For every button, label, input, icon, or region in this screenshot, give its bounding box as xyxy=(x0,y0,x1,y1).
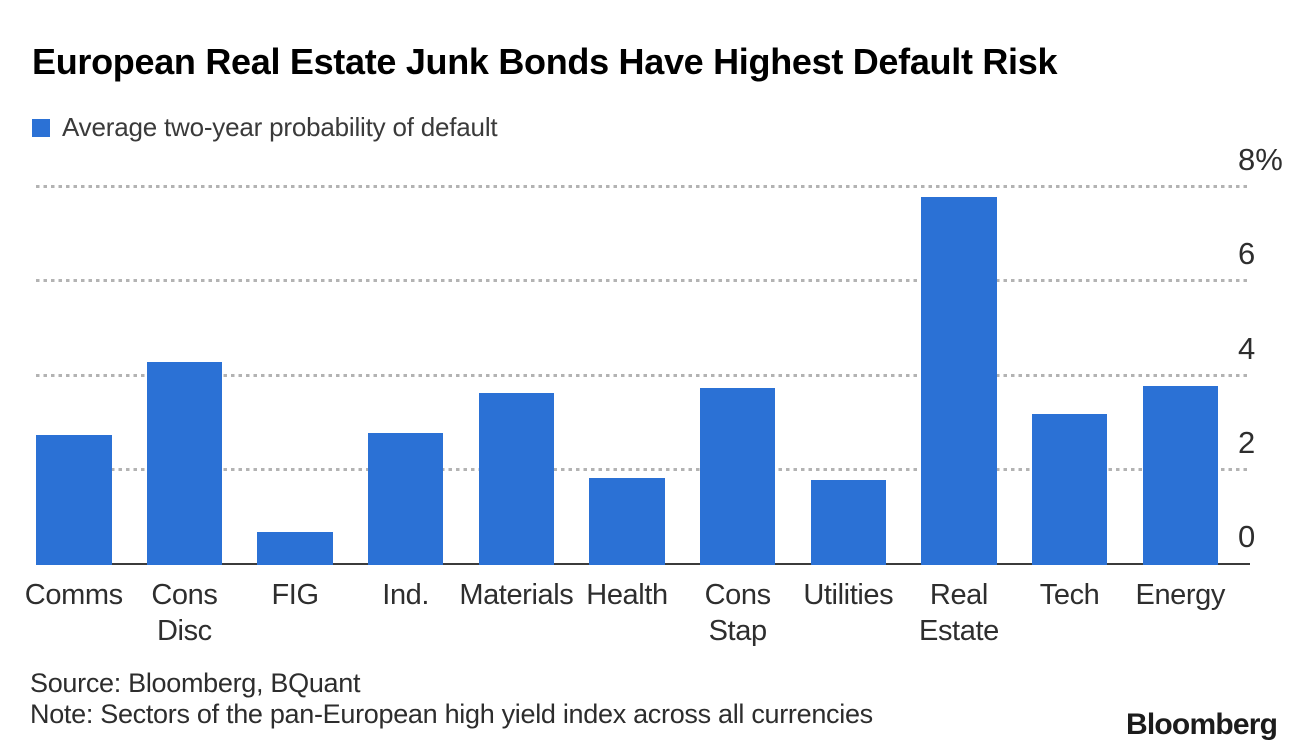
bar-fig xyxy=(257,532,333,565)
gridline-2 xyxy=(36,467,1250,471)
y-axis-tick-label-4: 4 xyxy=(1238,330,1256,366)
gridline-8 xyxy=(36,185,1250,188)
x-axis-label-ind: Ind. xyxy=(382,579,430,611)
x-axis-label-cons-stap: Cons Stap xyxy=(704,579,772,647)
bar-ind xyxy=(367,433,444,565)
x-axis-label-utilities: Utilities xyxy=(803,579,894,611)
y-axis-tick-label-8: 8% xyxy=(1238,142,1283,177)
bar-cons-disc xyxy=(146,362,223,565)
y-axis-tick-label-2: 2 xyxy=(1238,424,1256,460)
bar-real-estate xyxy=(921,197,997,565)
gridline-4 xyxy=(36,373,1250,377)
bar-comms xyxy=(36,435,112,565)
footnote: Note: Sectors of the pan-European high y… xyxy=(30,699,873,729)
bar-utilities xyxy=(810,480,887,565)
x-axis-label-materials: Materials xyxy=(459,579,574,611)
source-note: Source: Bloomberg, BQuant xyxy=(30,668,361,698)
bloomberg-logo: Bloomberg xyxy=(1126,708,1278,741)
x-axis-label-fig: FIG xyxy=(271,579,319,611)
legend-label: Average two-year probability of default xyxy=(62,112,498,142)
y-axis-tick-label-6: 6 xyxy=(1238,236,1256,272)
bar-energy xyxy=(1142,385,1218,565)
bar-health xyxy=(589,477,665,565)
bar-materials xyxy=(478,393,555,565)
x-axis-label-real-estate: Real Estate xyxy=(919,579,999,647)
x-axis-label-cons-disc: Cons Disc xyxy=(151,579,218,647)
legend-swatch-icon xyxy=(32,118,50,137)
bar-tech xyxy=(1031,414,1108,565)
legend: Average two-year probability of default xyxy=(32,112,498,143)
chart-title: European Real Estate Junk Bonds Have Hig… xyxy=(32,41,1058,82)
x-axis-label-tech: Tech xyxy=(1039,579,1100,611)
gridline-6 xyxy=(36,279,1250,283)
bar-cons-stap xyxy=(699,388,776,565)
x-axis-label-comms: Comms xyxy=(24,579,123,611)
x-axis-label-energy: Energy xyxy=(1135,579,1226,611)
y-axis-tick-label-0: 0 xyxy=(1238,519,1256,554)
x-axis-label-health: Health xyxy=(586,579,668,611)
bar-chart: 0 2 4 6 8% Comms Cons Disc FIG Ind. Materials Healt… xyxy=(25,144,1283,647)
